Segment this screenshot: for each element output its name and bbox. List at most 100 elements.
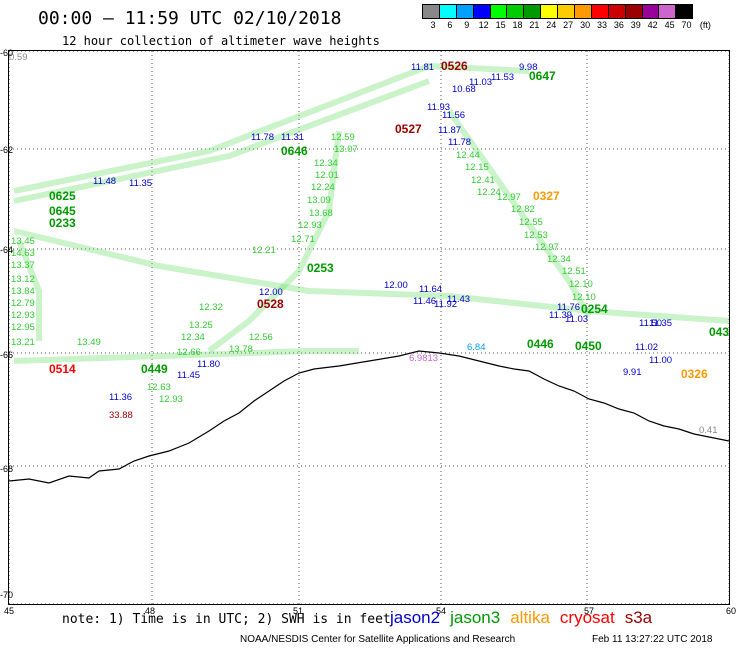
observation-value: 13.68 [309, 208, 333, 219]
observation-value: 11.78 [448, 137, 471, 148]
observation-value: 11.00 [649, 355, 672, 366]
observation-value: 12.00 [384, 280, 408, 291]
satellite-tracks [13, 62, 730, 364]
observation-value: 12.24 [477, 187, 501, 198]
observation-value: 12.34 [314, 158, 338, 169]
observation-value: 11.48 [93, 176, 116, 187]
color-scale-cell [455, 4, 474, 19]
observation-time: 0647 [529, 69, 556, 83]
observation-value: 33.88 [109, 410, 133, 421]
lat-label-68: -68 [0, 464, 14, 474]
observation-value: 12.63 [147, 382, 171, 393]
ground-track [13, 62, 530, 194]
observation-value: 13.12 [11, 274, 35, 285]
observation-value: 13.45 [11, 236, 35, 247]
observation-value: 11.92 [434, 299, 457, 310]
color-scale-cell [658, 4, 677, 19]
observation-value: 11.64 [419, 284, 442, 295]
color-scale-cell [523, 4, 542, 19]
observation-value: 12.15 [465, 162, 489, 173]
observation-value: 9.91 [623, 367, 642, 378]
observation-value: 12.44 [456, 150, 480, 161]
observation-value: 11.87 [438, 125, 461, 136]
observation-value: 11.31 [281, 132, 304, 143]
color-scale-label: 45 [664, 20, 675, 30]
observation-time: 0326 [681, 367, 708, 381]
lat-label-66: -66 [0, 350, 14, 360]
lon-label-54: 54 [436, 606, 447, 616]
map-frame: 11.81 0526 9.98 0647 11.53 11.03 10.68 11.93 11.… [8, 50, 736, 605]
color-scale-cell [540, 4, 559, 19]
color-scale-bar [422, 4, 694, 19]
observation-value: 11.53 [491, 72, 514, 83]
mission-legend: jason2 jason3 altika cryosat s3a [390, 608, 662, 628]
observation-time: 0527 [395, 122, 422, 136]
color-scale-label: 42 [647, 20, 658, 30]
observation-value: 6.84 [467, 342, 486, 353]
observation-value: 11.03 [565, 314, 588, 325]
page-title: 00:00 – 11:59 UTC 02/10/2018 [38, 8, 342, 29]
color-scale-cell [472, 4, 491, 19]
color-scale-cell [624, 4, 643, 19]
color-scale-cell [590, 4, 609, 19]
lon-label-60: 60 [726, 606, 737, 616]
observation-value: 11.36 [109, 392, 132, 403]
observation-time: 0449 [141, 362, 168, 376]
color-scale-label: 24 [546, 20, 557, 30]
observation-labels: 11.81 0526 9.98064711.5311.0310.6811.9311.… [9, 52, 736, 436]
observation-value: 11.35 [129, 178, 152, 189]
legend-jason3: jason3 [450, 608, 501, 627]
observation-value: 12.10 [569, 279, 593, 290]
color-scale-label: 18 [512, 20, 523, 30]
observation-value: 13.49 [77, 337, 101, 348]
observation-value: 6.9813 [409, 353, 438, 364]
observation-time: 0327 [533, 189, 560, 203]
ground-track [446, 109, 592, 318]
footer-note: note: 1) Time is in UTC; 2) SWH is in fe… [62, 612, 391, 627]
observation-value: 12.82 [511, 204, 535, 215]
observation-value: 12.41 [471, 175, 495, 186]
observation-time: 0645 [49, 204, 76, 218]
observation-value: 12.93 [11, 310, 35, 321]
observation-value: 14.63 [11, 248, 35, 259]
page-subtitle: 12 hour collection of altimeter wave hei… [62, 34, 380, 48]
color-scale-cell [438, 4, 457, 19]
ground-track [207, 130, 342, 354]
observation-value: 12.01 [315, 170, 339, 181]
observation-value: 12.55 [519, 217, 543, 228]
observation-time: 0254 [581, 302, 608, 316]
color-scale-label: 3 [430, 20, 436, 30]
lon-label-51: 51 [293, 606, 304, 616]
observation-value: 0.41 [699, 425, 718, 436]
observation-time: 0437 [709, 325, 729, 339]
observation-time: 0526 [441, 59, 468, 73]
observation-value: 11.39 [549, 310, 572, 321]
observation-value: 12.53 [524, 230, 548, 241]
observation-value: 11.43 [447, 294, 470, 305]
observation-value: 13.37 [11, 260, 35, 271]
color-scale-cell [574, 4, 592, 19]
observation-time: 0625 [49, 189, 76, 203]
observation-value: 12.93 [298, 220, 322, 231]
observation-value: 10.68 [452, 84, 476, 95]
color-scale-label: 21 [529, 20, 540, 30]
lat-label-64: -64 [0, 245, 14, 255]
map-canvas: 11.81 0526 9.98064711.5311.0310.6811.9311.… [8, 50, 736, 605]
observation-time: 0646 [281, 144, 308, 158]
ground-track [13, 348, 359, 364]
observation-value: 12.51 [562, 266, 586, 277]
legend-jason2: jason2 [390, 608, 441, 627]
observation-value: 11.80 [197, 359, 220, 370]
observation-value: 12.97 [497, 192, 521, 203]
observation-value: 12.71 [291, 234, 315, 245]
observation-value: 13.21 [11, 337, 35, 348]
observation-value: 11.56 [442, 110, 465, 121]
observation-value: 12.59 [331, 132, 355, 143]
observation-value: 11.02 [635, 342, 658, 353]
color-scale-cell [489, 4, 508, 19]
observation-value: 11.45 [177, 370, 200, 381]
observation-time: 0514 [49, 362, 76, 376]
color-scale-label: 12 [478, 20, 489, 30]
observation-value: 11.81 [411, 62, 434, 73]
observation-value: 11.50 [639, 318, 662, 329]
